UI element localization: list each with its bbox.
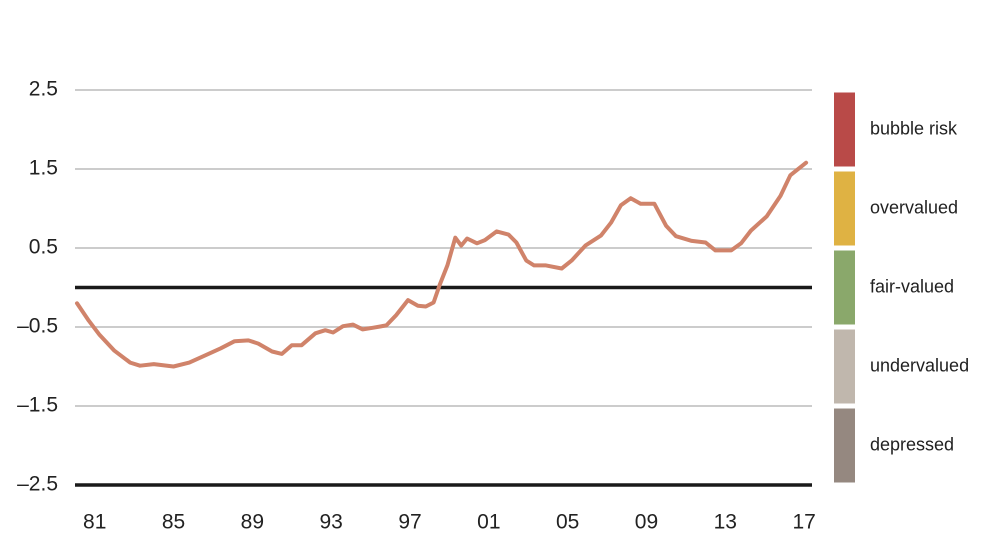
x-tick-label: 93	[319, 511, 342, 534]
x-tick-label: 09	[635, 511, 658, 534]
zone-band	[834, 408, 855, 483]
y-tick-label: 1.5	[29, 157, 58, 180]
x-tick-label: 01	[477, 511, 500, 534]
x-tick-label: 85	[162, 511, 185, 534]
y-tick-label: –1.5	[17, 394, 58, 417]
zone-band	[834, 250, 855, 325]
y-tick-label: –2.5	[17, 473, 58, 496]
zone-label: depressed	[870, 434, 954, 454]
x-tick-label: 05	[556, 511, 579, 534]
x-tick-label: 17	[792, 511, 815, 534]
zone-band	[834, 329, 855, 404]
zone-label: overvalued	[870, 197, 958, 217]
y-tick-label: –0.5	[17, 315, 58, 338]
y-tick-label: 0.5	[29, 236, 58, 259]
zone-band	[834, 171, 855, 246]
y-tick-label: 2.5	[29, 78, 58, 101]
zone-band	[834, 92, 855, 167]
zone-label: bubble risk	[870, 118, 958, 138]
x-tick-label: 97	[398, 511, 421, 534]
x-tick-label: 89	[241, 511, 264, 534]
x-tick-label: 13	[714, 511, 737, 534]
x-tick-label: 81	[83, 511, 106, 534]
zone-label: undervalued	[870, 355, 969, 375]
data-line	[75, 160, 809, 369]
zone-label: fair-valued	[870, 276, 954, 296]
